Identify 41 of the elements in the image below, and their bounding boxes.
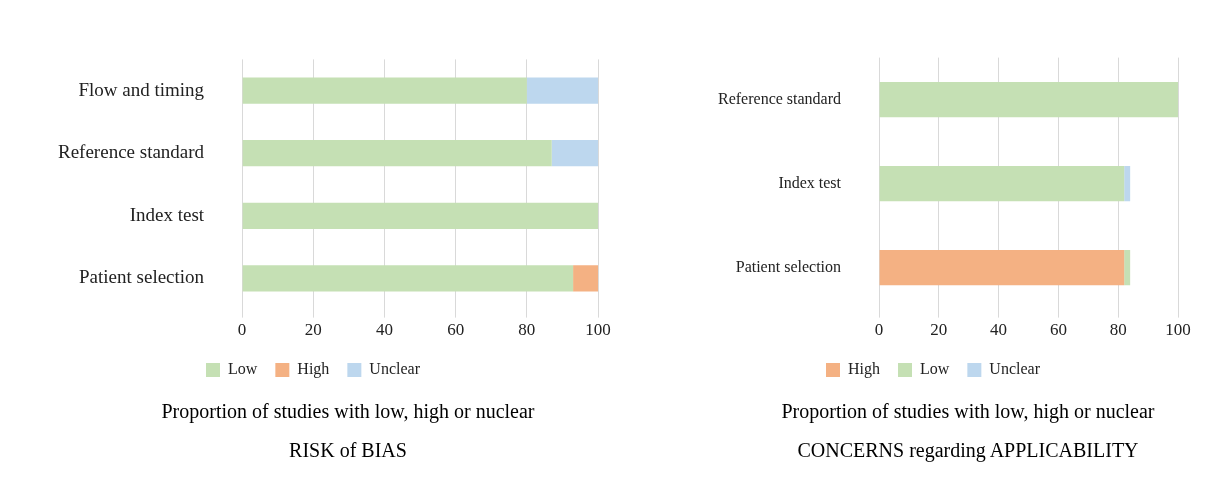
y-tick-label: Patient selection bbox=[79, 266, 205, 288]
bar bbox=[1124, 165, 1131, 202]
x-tick-label: 40 bbox=[990, 320, 1008, 340]
bar bbox=[573, 265, 598, 292]
legend-label: Low bbox=[920, 360, 950, 378]
text: RISK of BIAS bbox=[288, 439, 408, 462]
x-tick-label: 100 bbox=[585, 320, 611, 340]
y-tick-label: Index test bbox=[778, 173, 842, 191]
x-tick-label: 80 bbox=[518, 320, 536, 340]
bar bbox=[551, 140, 598, 167]
legend-label: High bbox=[297, 360, 330, 379]
x-tick-label: 20 bbox=[930, 320, 948, 340]
x-tick-label: 40 bbox=[375, 320, 393, 340]
legend-label: Low bbox=[228, 360, 258, 378]
legend-label: Unclear bbox=[369, 360, 421, 378]
bar bbox=[242, 265, 574, 292]
legend-label: Unclear bbox=[989, 360, 1041, 378]
bar bbox=[1124, 249, 1131, 286]
y-tick-label: Flow and timing bbox=[78, 78, 205, 100]
x-tick-label: 60 bbox=[1049, 320, 1067, 340]
bar bbox=[526, 77, 598, 104]
text: Proportion of studies with low, high or nuclear bbox=[780, 400, 1156, 423]
x-tick-label: 0 bbox=[237, 320, 247, 340]
x-tick-label: 100 bbox=[1165, 320, 1191, 340]
text: Proportion of studies with low, high or nuclear bbox=[160, 400, 536, 423]
y-tick-label: Reference standard bbox=[58, 141, 205, 163]
y-tick-label: Reference standard bbox=[717, 89, 842, 107]
x-tick-label: 80 bbox=[1109, 320, 1127, 340]
bar bbox=[879, 249, 1125, 286]
bar bbox=[242, 202, 598, 229]
x-tick-label: 20 bbox=[304, 320, 322, 340]
y-tick-label: Index test bbox=[129, 203, 205, 225]
legend-label: High bbox=[848, 360, 881, 379]
bar bbox=[242, 77, 527, 104]
x-tick-label: 0 bbox=[874, 320, 884, 340]
y-tick-label: Patient selection bbox=[735, 257, 842, 275]
bar bbox=[879, 165, 1125, 202]
bar bbox=[242, 140, 552, 167]
text: CONCERNS regarding APPLICABILITY bbox=[796, 439, 1140, 462]
x-tick-label: 60 bbox=[447, 320, 465, 340]
bar bbox=[879, 81, 1178, 118]
